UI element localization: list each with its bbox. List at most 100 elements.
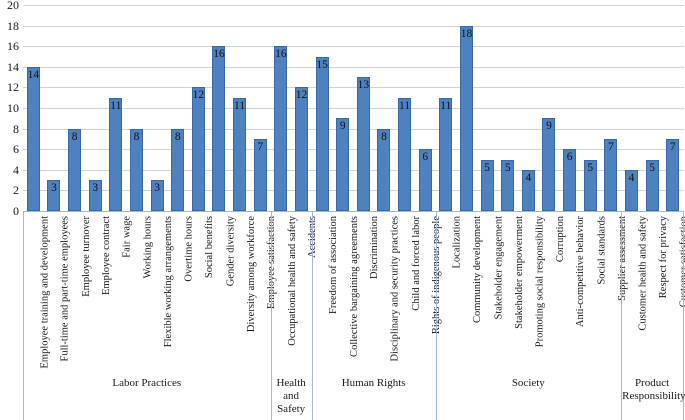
y-gridline xyxy=(23,66,684,68)
group-divider-line xyxy=(312,211,313,420)
category-label: Customer satisfaction xyxy=(678,216,685,308)
bar xyxy=(604,138,618,211)
category-label: Fair wage xyxy=(121,216,133,258)
group-label: Human Rights xyxy=(341,377,406,389)
y-axis-tick-label: 6 xyxy=(13,142,19,157)
bar-value-label: 12 xyxy=(295,89,308,102)
y-axis-tick-label: 12 xyxy=(7,80,19,95)
y-axis-tick-label: 10 xyxy=(7,101,19,115)
bar xyxy=(336,118,350,211)
bar xyxy=(294,87,308,211)
category-label: Employee satisfaction xyxy=(266,216,278,309)
bar xyxy=(501,159,515,211)
category-label: Full-time and part-time employees xyxy=(59,216,71,362)
category-label: Rights of indigenous people xyxy=(431,216,443,334)
bar xyxy=(480,159,494,211)
x-axis-line xyxy=(23,211,684,212)
bar xyxy=(583,159,597,211)
y-gridline xyxy=(23,87,684,89)
category-label: Social benefits xyxy=(204,216,216,279)
bar xyxy=(233,97,247,211)
bar-value-label: 4 xyxy=(628,171,635,184)
bar xyxy=(171,128,185,211)
bar-value-label: 13 xyxy=(357,79,370,92)
y-axis-tick-label: 0 xyxy=(13,204,19,218)
y-axis-tick-label: 14 xyxy=(7,59,19,74)
bar-value-label: 9 xyxy=(339,120,346,133)
category-label: Community development xyxy=(472,216,484,324)
bar-value-label: 8 xyxy=(71,130,78,143)
y-axis-tick-label: 20 xyxy=(7,0,19,12)
y-axis-tick-label: 16 xyxy=(7,39,19,54)
category-label: Flexible working arrangements xyxy=(163,216,175,348)
bar-value-label: 5 xyxy=(504,161,511,174)
y-gridline xyxy=(23,169,684,171)
category-label: Anti-competitive behavior xyxy=(575,216,587,328)
y-gridline xyxy=(23,25,684,27)
bar xyxy=(150,180,164,211)
group-divider-line xyxy=(436,211,437,420)
y-axis-tick-label: 4 xyxy=(13,162,19,177)
group-divider-line xyxy=(23,211,24,420)
bar xyxy=(418,149,432,211)
bar-value-label: 11 xyxy=(440,99,452,112)
bar xyxy=(191,87,205,211)
bar-value-label: 15 xyxy=(316,58,328,71)
group-label: Product Responsibility xyxy=(622,377,685,402)
y-gridline xyxy=(23,128,684,130)
bar xyxy=(253,138,267,211)
bar-value-label: 9 xyxy=(546,120,552,133)
bar-value-label: 5 xyxy=(587,161,594,174)
category-label: Employee contract xyxy=(101,216,113,296)
bar-value-label: 8 xyxy=(133,130,140,143)
category-label: Promoting social responsibility xyxy=(534,216,546,348)
category-label: Localization xyxy=(451,216,463,269)
category-label: Customer health and safety xyxy=(637,216,649,331)
bar xyxy=(212,46,226,211)
bar-value-label: 7 xyxy=(607,140,614,153)
bar xyxy=(26,66,40,211)
bar-value-label: 3 xyxy=(51,182,57,195)
y-axis-tick-label: 2 xyxy=(13,183,19,198)
category-label: Diversity among workforce xyxy=(245,216,257,333)
bar xyxy=(398,97,412,211)
bar-value-label: 7 xyxy=(257,140,264,153)
bar xyxy=(315,56,329,211)
bar-value-label: 5 xyxy=(649,161,655,174)
bar xyxy=(356,77,370,211)
group-label: Society xyxy=(511,377,545,389)
category-label: Corruption xyxy=(554,216,566,263)
bar xyxy=(274,46,288,211)
bar xyxy=(563,149,577,211)
bar xyxy=(109,97,123,211)
group-divider-line xyxy=(271,211,272,420)
bar-value-label: 14 xyxy=(27,68,40,81)
bar-value-label: 3 xyxy=(92,182,99,195)
bar-value-label: 11 xyxy=(234,99,246,112)
bar xyxy=(459,25,473,211)
category-label: Occupational health and safety xyxy=(286,216,298,346)
bar xyxy=(88,180,102,211)
group-divider-line xyxy=(621,211,622,420)
bar-value-label: 5 xyxy=(484,161,490,174)
bar-value-label: 6 xyxy=(422,151,429,164)
bar xyxy=(624,169,638,211)
category-label: Accidents xyxy=(307,216,319,258)
category-label: Working hours xyxy=(142,216,154,279)
category-label: Child and forced labor xyxy=(410,216,422,311)
y-gridline xyxy=(23,5,684,6)
bar-value-label: 16 xyxy=(213,48,225,61)
category-label: Disciplinary and security practices xyxy=(389,216,401,362)
bar xyxy=(645,159,659,211)
y-gridline xyxy=(23,190,684,192)
category-label: Collective bargaining agreements xyxy=(348,216,360,357)
bar-value-label: 18 xyxy=(460,27,473,40)
bar xyxy=(666,138,680,211)
bar xyxy=(129,128,143,211)
bar-value-label: 16 xyxy=(275,48,287,61)
bar xyxy=(439,97,453,211)
bar-value-label: 6 xyxy=(566,151,573,164)
category-label: Gender diversity xyxy=(224,216,236,287)
category-label: Stakeholder empowerment xyxy=(513,216,525,329)
